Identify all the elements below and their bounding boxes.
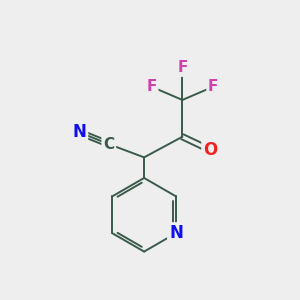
Text: F: F [146,79,157,94]
Text: F: F [208,79,218,94]
Text: F: F [177,60,188,75]
Text: C: C [103,136,114,152]
Text: N: N [169,224,183,242]
Text: N: N [72,123,86,141]
Text: O: O [203,141,218,159]
